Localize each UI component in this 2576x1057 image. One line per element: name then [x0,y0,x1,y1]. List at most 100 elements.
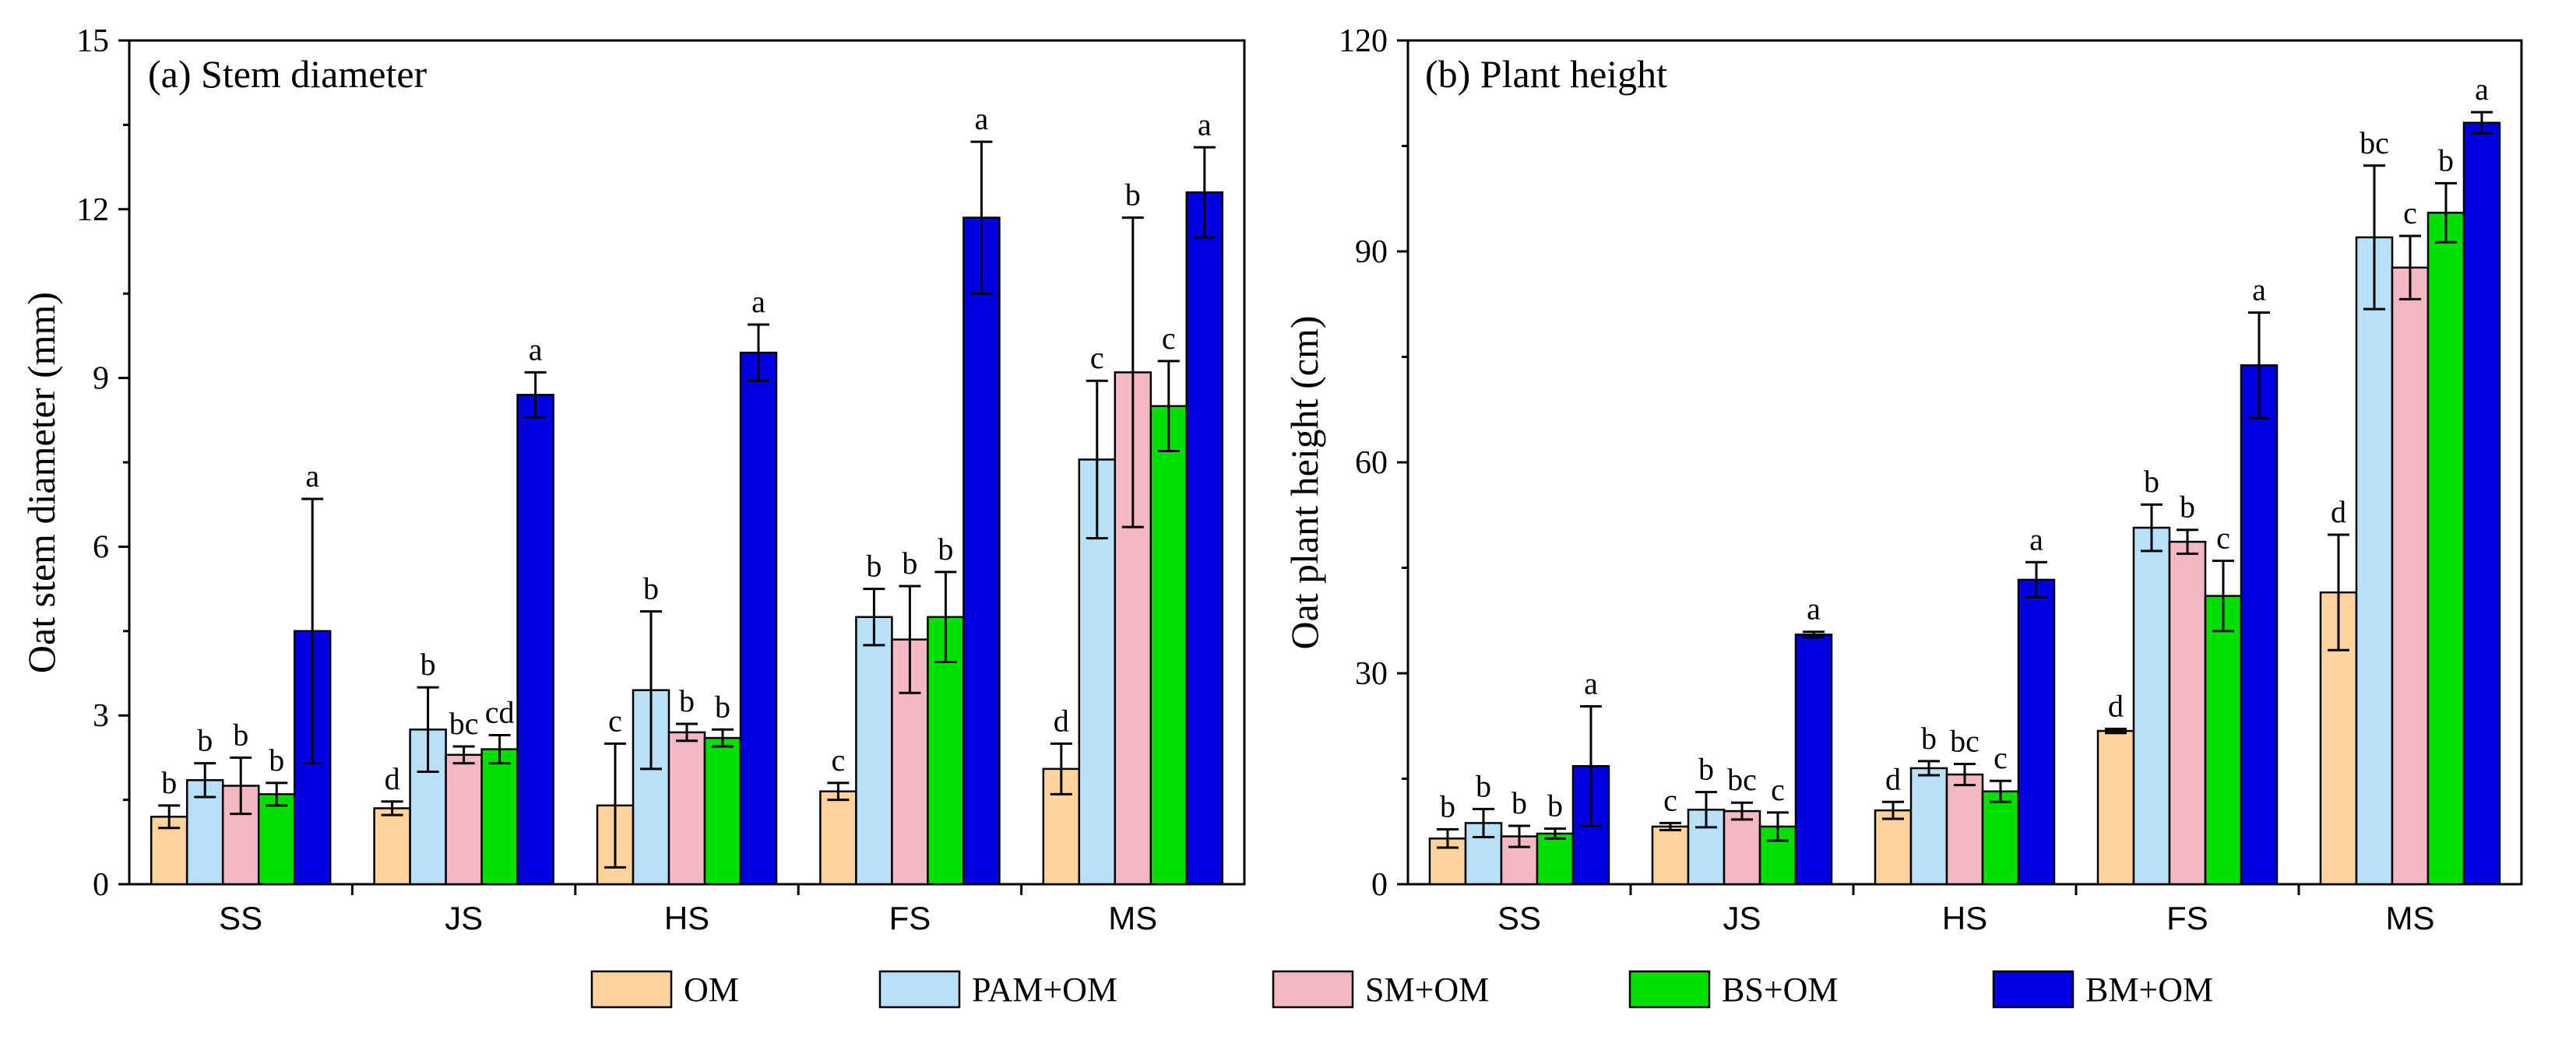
panel-a-significance-letter: b [902,546,917,581]
panel-a-significance-letter: b [1125,177,1141,212]
panel-a-significance-letter: b [197,723,213,758]
panel-b-significance-letter: bc [1950,724,1980,759]
panel-b-significance-letter: c [1994,740,2008,775]
panel-a-bar-js-bs-om [480,748,519,886]
panel-b-significance-letter: b [1440,789,1455,824]
panel-b-ytick-label: 90 [1355,234,1388,270]
panel-b-significance-letter: a [2029,521,2043,557]
panel-b-xtick-label-hs: HS [1942,900,1987,936]
legend-label-pam-om: PAM+OM [972,971,1117,1009]
panel-b-significance-letter: d [2108,688,2124,723]
panel-a-bar-fs-pam-om [855,616,893,886]
panel-b-xtick-label-fs: FS [2166,900,2208,936]
panel-a-significance-letter: bc [449,706,479,741]
panel-a-ytick-label: 0 [93,867,109,903]
panel-a-significance-letter: d [385,761,400,796]
legend-swatch-pam-om [878,970,961,1009]
panel-b-significance-letter: b [1921,721,1937,756]
legend-label-bs-om: BS+OM [1722,971,1839,1009]
panel-b-ytick-label: 0 [1371,867,1388,903]
panel-a-bar-js-om [373,807,411,886]
panel-a-bar-hs-bs-om [703,736,742,886]
legend-swatch-bm-om [1992,970,2075,1009]
panel-a-xtick-label-js: JS [445,900,483,936]
panel-b-significance-letter: a [2475,72,2489,107]
panel-a-significance-letter: b [679,683,695,718]
panel-a-significance-letter: b [233,717,248,752]
panel-b-significance-letter: b [2144,464,2159,499]
panel-b-xtick-label-ss: SS [1497,900,1541,936]
panel-a-bar-hs-bm-om [739,351,778,886]
panel-b-bar-fs-bs-om [2204,595,2243,886]
panel-a-ytick-label: 12 [76,192,109,228]
panel-b-bar-ms-bs-om [2426,212,2465,886]
panel-a-significance-letter: c [608,703,622,738]
panel-b-ylabel: Oat plant height (cm) [1283,315,1326,649]
panel-a-significance-letter: b [161,765,177,800]
panel-b-significance-letter: bc [2360,125,2389,160]
panel-b-significance-letter: a [2252,272,2266,307]
panel-b-significance-letter: b [1511,785,1527,820]
legend-label-bm-om: BM+OM [2085,971,2213,1009]
panel-a-significance-letter: d [1054,703,1069,738]
panel-a-significance-letter: b [269,743,284,778]
panel-b-bar-ss-bs-om [1536,832,1575,886]
panel-b-bar-js-bm-om [1794,634,1833,886]
legend-label-sm-om: SM+OM [1365,971,1489,1009]
legend-label-om: OM [684,971,739,1009]
panel-b-significance-letter: b [1476,768,1491,803]
panel-b-bar-ms-bm-om [2462,121,2501,886]
legend: OM PAM+OM SM+OM BS+OM BM+OM [590,970,2213,1009]
panel-b-bar-hs-pam-om [1909,767,1948,886]
panel-a-significance-letter: a [305,458,319,493]
panel-b-bar-fs-bm-om [2240,364,2279,886]
panel-a-significance-letter: c [832,743,846,778]
panel-a-xtick-label-ms: MS [1108,900,1157,936]
panel-b-bar-js-sm-om [1723,809,1761,886]
panel-a-bar-ms-bm-om [1185,191,1224,886]
panel-b-bar-fs-pam-om [2132,526,2171,886]
panel-b-ytick-label: 60 [1355,445,1388,481]
legend-swatch-sm-om [1272,970,1354,1009]
panel-b-bar-ms-sm-om [2391,266,2430,886]
panel-b-significance-letter: a [1807,592,1821,627]
panel-b-significance-letter: b [1698,752,1714,787]
panel-b-significance-letter: d [1885,761,1901,796]
panel-a-ytick-label: 9 [93,361,109,397]
panel-b-significance-letter: c [1771,772,1785,807]
panel-b-bar-hs-bm-om [2017,578,2056,886]
panel-b-xtick-label-ms: MS [2386,900,2435,936]
panel-b-title: (b) Plant height [1425,52,1667,96]
panel-a-significance-letter: b [421,647,436,682]
panel-a-significance-letter: a [975,101,989,136]
panel-a-significance-letter: b [866,549,882,584]
panel-b-bar-js-om [1651,825,1690,886]
panel-b-significance-letter: a [1584,665,1598,701]
panel-a-significance-letter: a [1198,107,1212,142]
panel-b-ytick-label: 120 [1339,23,1388,59]
panel-a-xtick-label-fs: FS [889,900,931,936]
legend-swatch-bs-om [1628,970,1711,1009]
panel-a-significance-letter: b [938,532,953,567]
panel-a-title: (a) Stem diameter [148,52,428,96]
panel-a-ylabel: Oat stem diameter (mm) [19,292,63,673]
panel-b-significance-letter: c [1663,782,1677,817]
panel-a-significance-letter: c [1162,321,1176,356]
panel-b-bar-hs-bs-om [1981,790,2020,886]
panel-b-significance-letter: c [2403,195,2417,230]
panel-b-xtick-label-js: JS [1723,900,1761,936]
panel-a-significance-letter: c [1090,340,1104,375]
panel-b-bar-hs-sm-om [1945,773,1984,886]
panel-b-bar-fs-om [2096,729,2135,886]
panel-a-significance-letter: cd [485,694,515,729]
panel-a-bar-fs-om [819,790,857,886]
legend-swatch-om [590,970,673,1009]
panel-a-bar-ms-bs-om [1149,405,1188,886]
panel-a-ytick-label: 15 [76,23,109,59]
panel-b-bar-ms-pam-om [2355,236,2394,886]
panel-a-bar-hs-sm-om [667,731,706,886]
panel-a-xtick-label-ss: SS [219,900,262,936]
panel-a-significance-letter: b [715,689,730,724]
